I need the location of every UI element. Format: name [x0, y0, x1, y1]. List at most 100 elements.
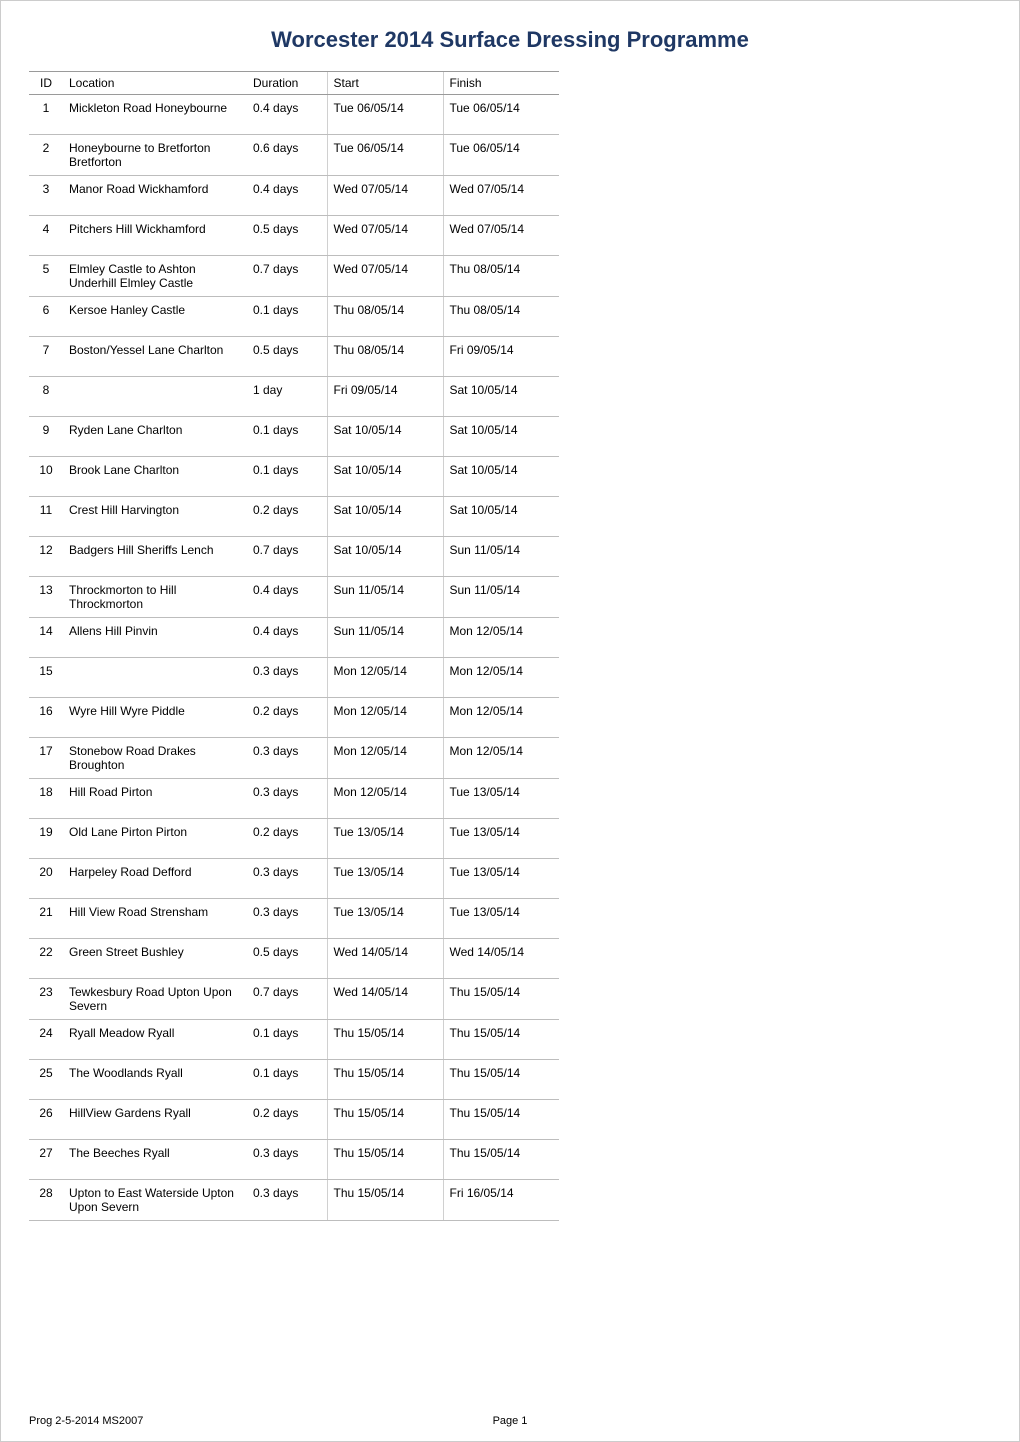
cell-location: Manor Road Wickhamford — [63, 176, 247, 216]
cell-duration: 0.1 days — [247, 1020, 327, 1060]
cell-finish: Wed 07/05/14 — [443, 216, 559, 256]
cell-location: The Woodlands Ryall — [63, 1060, 247, 1100]
table-row: 3Manor Road Wickhamford0.4 daysWed 07/05… — [29, 176, 559, 216]
cell-finish: Thu 15/05/14 — [443, 1060, 559, 1100]
table-row: 81 dayFri 09/05/14Sat 10/05/14 — [29, 377, 559, 417]
cell-finish: Mon 12/05/14 — [443, 738, 559, 779]
cell-location: Old Lane Pirton Pirton — [63, 819, 247, 859]
cell-duration: 0.2 days — [247, 497, 327, 537]
cell-duration: 0.1 days — [247, 1060, 327, 1100]
table-row: 13Throckmorton to Hill Throckmorton0.4 d… — [29, 577, 559, 618]
table-row: 10Brook Lane Charlton0.1 daysSat 10/05/1… — [29, 457, 559, 497]
cell-location: Brook Lane Charlton — [63, 457, 247, 497]
table-row: 23Tewkesbury Road Upton Upon Severn0.7 d… — [29, 979, 559, 1020]
cell-finish: Sat 10/05/14 — [443, 497, 559, 537]
cell-finish: Tue 13/05/14 — [443, 859, 559, 899]
cell-duration: 1 day — [247, 377, 327, 417]
table-header-row: ID Location Duration Start Finish — [29, 72, 559, 95]
cell-location: Harpeley Road Defford — [63, 859, 247, 899]
cell-id: 18 — [29, 779, 63, 819]
cell-location: Crest Hill Harvington — [63, 497, 247, 537]
table-row: 19Old Lane Pirton Pirton0.2 daysTue 13/0… — [29, 819, 559, 859]
page-footer: Prog 2-5-2014 MS2007 Page 1 — [29, 1415, 991, 1427]
cell-finish: Sun 11/05/14 — [443, 537, 559, 577]
cell-finish: Tue 13/05/14 — [443, 899, 559, 939]
cell-duration: 0.3 days — [247, 738, 327, 779]
cell-id: 24 — [29, 1020, 63, 1060]
cell-finish: Mon 12/05/14 — [443, 618, 559, 658]
table-row: 2Honeybourne to Bretforton Bretforton0.6… — [29, 135, 559, 176]
cell-id: 27 — [29, 1140, 63, 1180]
cell-start: Sat 10/05/14 — [327, 457, 443, 497]
cell-duration: 0.3 days — [247, 899, 327, 939]
cell-location: The Beeches Ryall — [63, 1140, 247, 1180]
table-row: 14Allens Hill Pinvin0.4 daysSun 11/05/14… — [29, 618, 559, 658]
table-row: 9Ryden Lane Charlton0.1 daysSat 10/05/14… — [29, 417, 559, 457]
cell-start: Tue 13/05/14 — [327, 899, 443, 939]
cell-location: Mickleton Road Honeybourne — [63, 95, 247, 135]
cell-location: Elmley Castle to Ashton Underhill Elmley… — [63, 256, 247, 297]
cell-id: 9 — [29, 417, 63, 457]
table-row: 28Upton to East Waterside Upton Upon Sev… — [29, 1180, 559, 1221]
cell-location: Wyre Hill Wyre Piddle — [63, 698, 247, 738]
col-header-start: Start — [327, 72, 443, 95]
cell-start: Sat 10/05/14 — [327, 497, 443, 537]
cell-start: Sat 10/05/14 — [327, 417, 443, 457]
cell-start: Wed 07/05/14 — [327, 176, 443, 216]
cell-finish: Thu 15/05/14 — [443, 1140, 559, 1180]
cell-id: 23 — [29, 979, 63, 1020]
cell-duration: 0.3 days — [247, 859, 327, 899]
cell-duration: 0.3 days — [247, 658, 327, 698]
cell-id: 20 — [29, 859, 63, 899]
cell-id: 2 — [29, 135, 63, 176]
cell-duration: 0.7 days — [247, 537, 327, 577]
cell-finish: Thu 15/05/14 — [443, 1020, 559, 1060]
table-row: 6Kersoe Hanley Castle0.1 daysThu 08/05/1… — [29, 297, 559, 337]
cell-duration: 0.1 days — [247, 417, 327, 457]
table-row: 20Harpeley Road Defford0.3 days Tue 13/05… — [29, 859, 559, 899]
cell-location: Throckmorton to Hill Throckmorton — [63, 577, 247, 618]
cell-location: Green Street Bushley — [63, 939, 247, 979]
cell-start: Thu 15/05/14 — [327, 1180, 443, 1221]
cell-start: Fri 09/05/14 — [327, 377, 443, 417]
cell-finish: Sun 11/05/14 — [443, 577, 559, 618]
cell-id: 13 — [29, 577, 63, 618]
cell-start: Tue 06/05/14 — [327, 95, 443, 135]
cell-id: 15 — [29, 658, 63, 698]
cell-start: Thu 15/05/14 — [327, 1100, 443, 1140]
cell-id: 5 — [29, 256, 63, 297]
table-row: 1Mickleton Road Honeybourne0.4 daysTue 0… — [29, 95, 559, 135]
cell-start: Sat 10/05/14 — [327, 537, 443, 577]
cell-duration: 0.2 days — [247, 1100, 327, 1140]
cell-start: Sun 11/05/14 — [327, 577, 443, 618]
cell-start: Mon 12/05/14 — [327, 738, 443, 779]
cell-finish: Thu 08/05/14 — [443, 256, 559, 297]
cell-duration: 0.4 days — [247, 176, 327, 216]
table-row: 150.3 daysMon 12/05/14Mon 12/05/14 — [29, 658, 559, 698]
cell-start: Thu 15/05/14 — [327, 1060, 443, 1100]
cell-start: Tue 13/05/14 — [327, 819, 443, 859]
page: Worcester 2014 Surface Dressing Programm… — [0, 0, 1020, 1442]
col-header-finish: Finish — [443, 72, 559, 95]
cell-location: Ryall Meadow Ryall — [63, 1020, 247, 1060]
cell-start: Mon 12/05/14 — [327, 698, 443, 738]
cell-id: 16 — [29, 698, 63, 738]
cell-finish: Thu 08/05/14 — [443, 297, 559, 337]
cell-finish: Sat 10/05/14 — [443, 417, 559, 457]
schedule-table: ID Location Duration Start Finish 1Mickl… — [29, 71, 559, 1221]
cell-start: Mon 12/05/14 — [327, 658, 443, 698]
table-row: 26HillView Gardens Ryall0.2 daysThu 15/0… — [29, 1100, 559, 1140]
cell-start: Wed 07/05/14 — [327, 216, 443, 256]
cell-id: 28 — [29, 1180, 63, 1221]
cell-duration: 0.3 days — [247, 1180, 327, 1221]
cell-finish: Mon 12/05/14 — [443, 698, 559, 738]
cell-location: Hill View Road Strensham — [63, 899, 247, 939]
cell-finish: Thu 15/05/14 — [443, 1100, 559, 1140]
cell-id: 8 — [29, 377, 63, 417]
cell-finish: Wed 14/05/14 — [443, 939, 559, 979]
cell-duration: 0.1 days — [247, 297, 327, 337]
cell-location: Ryden Lane Charlton — [63, 417, 247, 457]
cell-location: Upton to East Waterside Upton Upon Sever… — [63, 1180, 247, 1221]
cell-duration: 0.2 days — [247, 698, 327, 738]
cell-start: Wed 14/05/14 — [327, 979, 443, 1020]
